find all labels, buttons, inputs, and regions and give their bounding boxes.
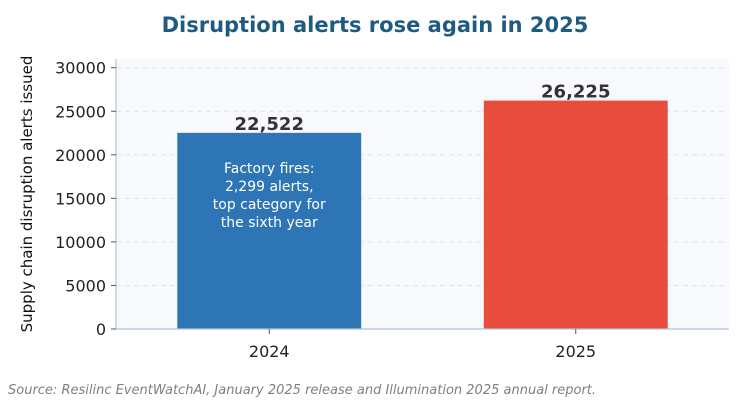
y-axis-title: Supply chain disruption alerts issued — [18, 56, 36, 333]
y-tick-label: 25000 — [55, 102, 106, 121]
x-tick-label: 2025 — [555, 342, 596, 361]
annotation-line: top category for — [213, 197, 326, 213]
y-tick-label: 5000 — [65, 276, 106, 295]
annotation-line: 2,299 alerts, — [225, 179, 314, 195]
y-tick-label: 15000 — [55, 189, 106, 208]
value-label: 22,522 — [235, 114, 304, 135]
bar-annotation: Factory fires: 2,299 alerts, top category … — [213, 161, 326, 231]
value-labels: 22,522 26,225 — [235, 82, 611, 135]
bar-2025 — [483, 100, 668, 329]
x-ticks: 2024 2025 — [249, 329, 596, 361]
bar-2024 — [177, 132, 362, 329]
annotation-line: the sixth year — [221, 215, 318, 231]
source-note: Source: Resilinc EventWatchAI, January 2… — [8, 383, 597, 398]
value-label: 26,225 — [541, 82, 610, 103]
chart-title: Disruption alerts rose again in 2025 — [161, 13, 589, 37]
bars — [177, 100, 668, 329]
y-tick-label: 20000 — [55, 146, 106, 165]
x-tick-label: 2024 — [249, 342, 290, 361]
y-tick-label: 30000 — [55, 59, 106, 78]
y-tick-label: 10000 — [55, 233, 106, 252]
y-ticks: 0 5000 10000 15000 20000 25000 30000 — [55, 59, 116, 339]
annotation-line: Factory fires: — [224, 161, 314, 177]
y-tick-label: 0 — [96, 320, 106, 339]
